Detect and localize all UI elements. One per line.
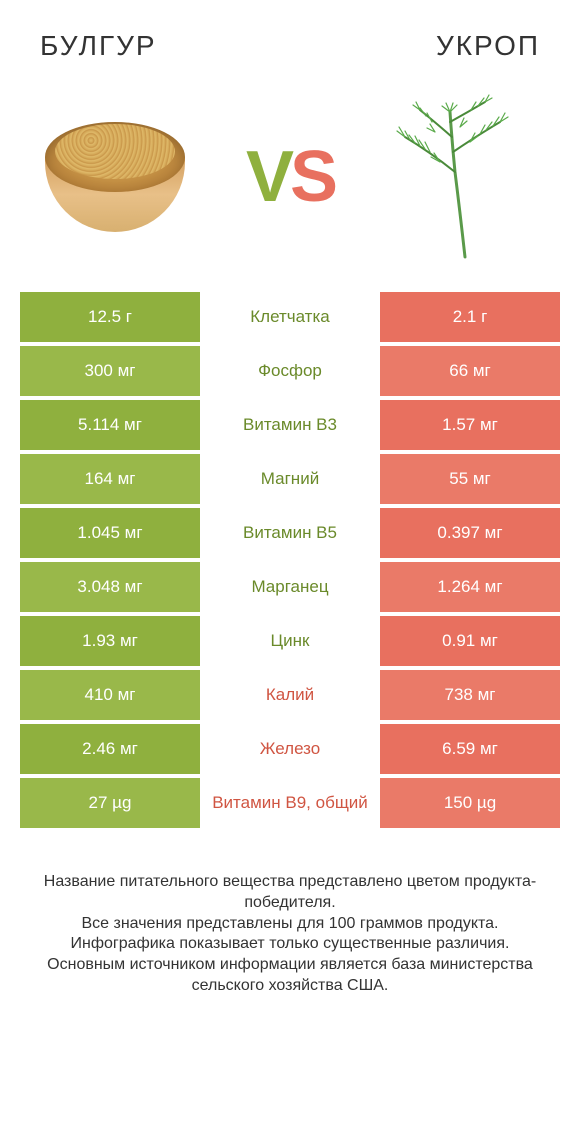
left-value: 27 µg — [20, 778, 200, 828]
comparison-table: 12.5 гКлетчатка2.1 г300 мгФосфор66 мг5.1… — [0, 292, 580, 832]
nutrient-label: Магний — [200, 454, 380, 504]
left-value: 12.5 г — [20, 292, 200, 342]
table-row: 410 мгКалий738 мг — [20, 670, 560, 720]
right-value: 55 мг — [380, 454, 560, 504]
footer-line: Название питательного вещества представл… — [30, 872, 550, 914]
table-row: 5.114 мгВитамин B31.57 мг — [20, 400, 560, 450]
table-row: 1.045 мгВитамин B50.397 мг — [20, 508, 560, 558]
right-value: 66 мг — [380, 346, 560, 396]
right-value: 1.264 мг — [380, 562, 560, 612]
table-row: 27 µgВитамин B9, общий150 µg — [20, 778, 560, 828]
nutrient-label: Витамин B9, общий — [200, 778, 380, 828]
right-value: 738 мг — [380, 670, 560, 720]
left-value: 164 мг — [20, 454, 200, 504]
left-value: 1.045 мг — [20, 508, 200, 558]
footer-line: Основным источником информации является … — [30, 955, 550, 997]
left-value: 5.114 мг — [20, 400, 200, 450]
bulgur-image — [30, 92, 200, 262]
table-row: 1.93 мгЦинк0.91 мг — [20, 616, 560, 666]
nutrient-label: Марганец — [200, 562, 380, 612]
nutrient-label: Цинк — [200, 616, 380, 666]
right-value: 0.397 мг — [380, 508, 560, 558]
header: БУЛГУР УКРОП — [0, 0, 580, 72]
left-product-title: БУЛГУР — [40, 30, 157, 62]
nutrient-label: Клетчатка — [200, 292, 380, 342]
nutrient-label: Железо — [200, 724, 380, 774]
hero-row: VS — [0, 72, 580, 292]
nutrient-label: Витамин B5 — [200, 508, 380, 558]
table-row: 12.5 гКлетчатка2.1 г — [20, 292, 560, 342]
right-value: 1.57 мг — [380, 400, 560, 450]
table-row: 164 мгМагний55 мг — [20, 454, 560, 504]
right-value: 2.1 г — [380, 292, 560, 342]
left-value: 410 мг — [20, 670, 200, 720]
left-value: 2.46 мг — [20, 724, 200, 774]
infographic-container: БУЛГУР УКРОП VS — [0, 0, 580, 1144]
nutrient-label: Калий — [200, 670, 380, 720]
right-product-title: УКРОП — [436, 30, 540, 62]
footer-line: Все значения представлены для 100 граммо… — [30, 914, 550, 935]
table-row: 3.048 мгМарганец1.264 мг — [20, 562, 560, 612]
footer-line: Инфографика показывает только существенн… — [30, 934, 550, 955]
nutrient-label: Фосфор — [200, 346, 380, 396]
table-row: 2.46 мгЖелезо6.59 мг — [20, 724, 560, 774]
left-value: 300 мг — [20, 346, 200, 396]
left-value: 1.93 мг — [20, 616, 200, 666]
footer-text: Название питательного вещества представл… — [0, 832, 580, 1017]
right-value: 6.59 мг — [380, 724, 560, 774]
nutrient-label: Витамин B3 — [200, 400, 380, 450]
right-value: 0.91 мг — [380, 616, 560, 666]
table-row: 300 мгФосфор66 мг — [20, 346, 560, 396]
left-value: 3.048 мг — [20, 562, 200, 612]
vs-label: VS — [246, 136, 334, 218]
right-value: 150 µg — [380, 778, 560, 828]
dill-image — [380, 92, 550, 262]
